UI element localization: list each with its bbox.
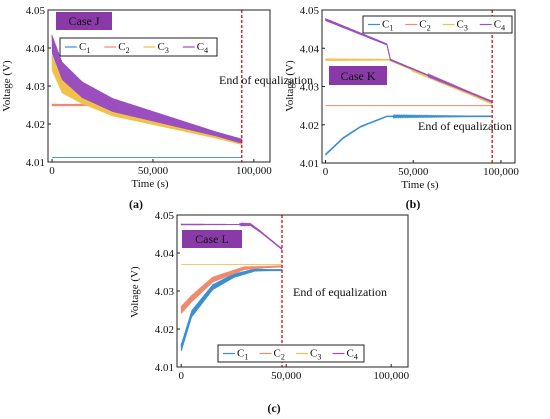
panel-caption: (c) <box>267 401 280 415</box>
legend-label-c3: C3 <box>457 19 468 33</box>
x-tick-label: 100,000 <box>373 370 409 382</box>
legend-box <box>217 344 365 363</box>
y-axis-label: Voltage (V) <box>1 60 13 112</box>
x-tick-label: 0 <box>178 370 184 382</box>
legend-label-c4: C4 <box>347 348 358 362</box>
series-line-c1 <box>325 113 493 156</box>
equalization-label: End of equalization <box>219 73 313 87</box>
y-tick-label: 4.01 <box>300 158 319 170</box>
panel-a: End of equalization 4.01 4.02 4.03 4.04 4.05 0… <box>1 5 313 211</box>
case-label: Case K <box>341 69 376 83</box>
legend-label-c2: C2 <box>419 19 430 33</box>
legend-label-c3: C3 <box>158 41 169 55</box>
y-axis-label: Voltage (V) <box>284 60 296 112</box>
y-axis-label: Voltage (V) <box>129 266 141 318</box>
y-tick-label: 4.04 <box>300 43 320 55</box>
x-tick-label: 50,000 <box>271 370 302 382</box>
legend-label-c1: C1 <box>79 41 90 55</box>
panel-caption: (b) <box>406 197 421 211</box>
y-tick-label: 4.03 <box>26 81 46 93</box>
y-tick-label: 4.03 <box>300 82 320 94</box>
y-tick-label: 4.02 <box>300 120 319 132</box>
x-tick-label: 0 <box>323 166 329 178</box>
legend-box <box>362 15 513 34</box>
case-label: Case J <box>69 14 100 28</box>
equalization-label: End of equalization <box>293 285 387 299</box>
x-axis-label: Time (s) <box>401 179 439 191</box>
legend-box <box>59 37 218 57</box>
x-tick-label: 0 <box>49 165 55 177</box>
legend-label-c2: C2 <box>274 348 285 362</box>
legend-label-c4: C4 <box>197 41 208 55</box>
series-line-c4 <box>51 34 243 144</box>
y-tick-label: 4.03 <box>155 286 175 298</box>
legend-label-c3: C3 <box>310 348 321 362</box>
x-tick-label: 50,000 <box>398 166 429 178</box>
y-tick-label: 4.04 <box>155 248 175 260</box>
series-line-c4 <box>180 222 283 251</box>
case-label-box <box>329 66 387 85</box>
y-tick-label: 4.05 <box>300 5 320 17</box>
series-line-c2 <box>180 265 283 314</box>
panel-b: End of equalization 4.01 4.02 4.03 4.04 4.05 0… <box>284 5 519 211</box>
y-tick-label: 4.01 <box>155 362 174 374</box>
series-line-c4 <box>325 18 493 104</box>
y-tick-label: 4.02 <box>155 324 174 336</box>
legend-label-c4: C4 <box>494 19 505 33</box>
legend-label-c1: C1 <box>382 19 393 33</box>
case-label-box <box>182 230 242 248</box>
legend-label-c2: C2 <box>118 41 129 55</box>
y-tick-label: 4.05 <box>26 5 46 17</box>
series-line-c1 <box>180 268 283 352</box>
x-tick-label: 100,000 <box>483 166 519 178</box>
case-label: Case L <box>195 232 229 246</box>
y-tick-label: 4.04 <box>26 43 46 55</box>
case-label-box <box>56 12 112 30</box>
legend-label-c1: C1 <box>237 348 248 362</box>
equalization-label: End of equalization <box>418 119 512 133</box>
panel-caption: (a) <box>129 197 143 211</box>
x-axis-label: Time (s) <box>131 178 169 190</box>
y-tick-label: 4.01 <box>26 157 45 169</box>
y-tick-label: 4.02 <box>26 119 45 131</box>
x-tick-label: 100,000 <box>236 165 272 177</box>
x-tick-label: 50,000 <box>138 165 169 177</box>
y-tick-label: 4.05 <box>155 210 175 222</box>
panel-c: End of equalization 4.01 4.02 4.03 4.04 4.05 0… <box>129 210 410 415</box>
